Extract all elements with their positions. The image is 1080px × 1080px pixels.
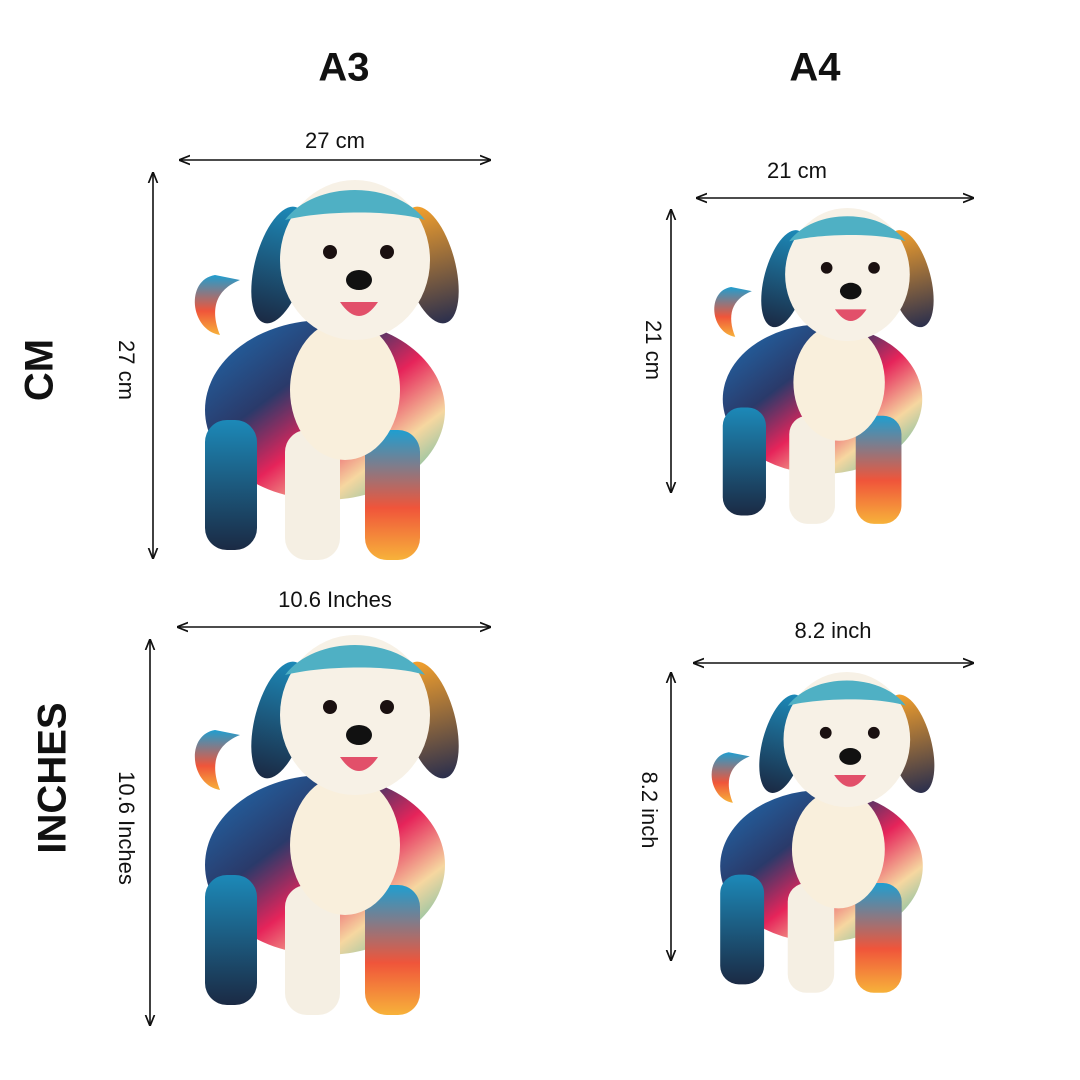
height-label: 10.6 Inches: [114, 771, 139, 885]
column-title: A3: [318, 46, 369, 90]
row-title: CM: [18, 339, 62, 401]
dog-image: [711, 672, 940, 993]
width-label: 10.6 Inches: [278, 587, 392, 612]
height-label: 8.2 inch: [637, 771, 662, 848]
width-label: 27 cm: [305, 128, 365, 153]
row-title: INCHES: [31, 702, 75, 853]
height-label: 27 cm: [114, 340, 139, 400]
height-label: 21 cm: [641, 320, 666, 380]
width-label: 21 cm: [767, 158, 827, 183]
dog-image: [194, 635, 465, 1015]
dog-image: [714, 208, 940, 524]
width-label: 8.2 inch: [794, 618, 871, 643]
dog-image: [194, 180, 465, 560]
column-title: A4: [789, 46, 841, 90]
